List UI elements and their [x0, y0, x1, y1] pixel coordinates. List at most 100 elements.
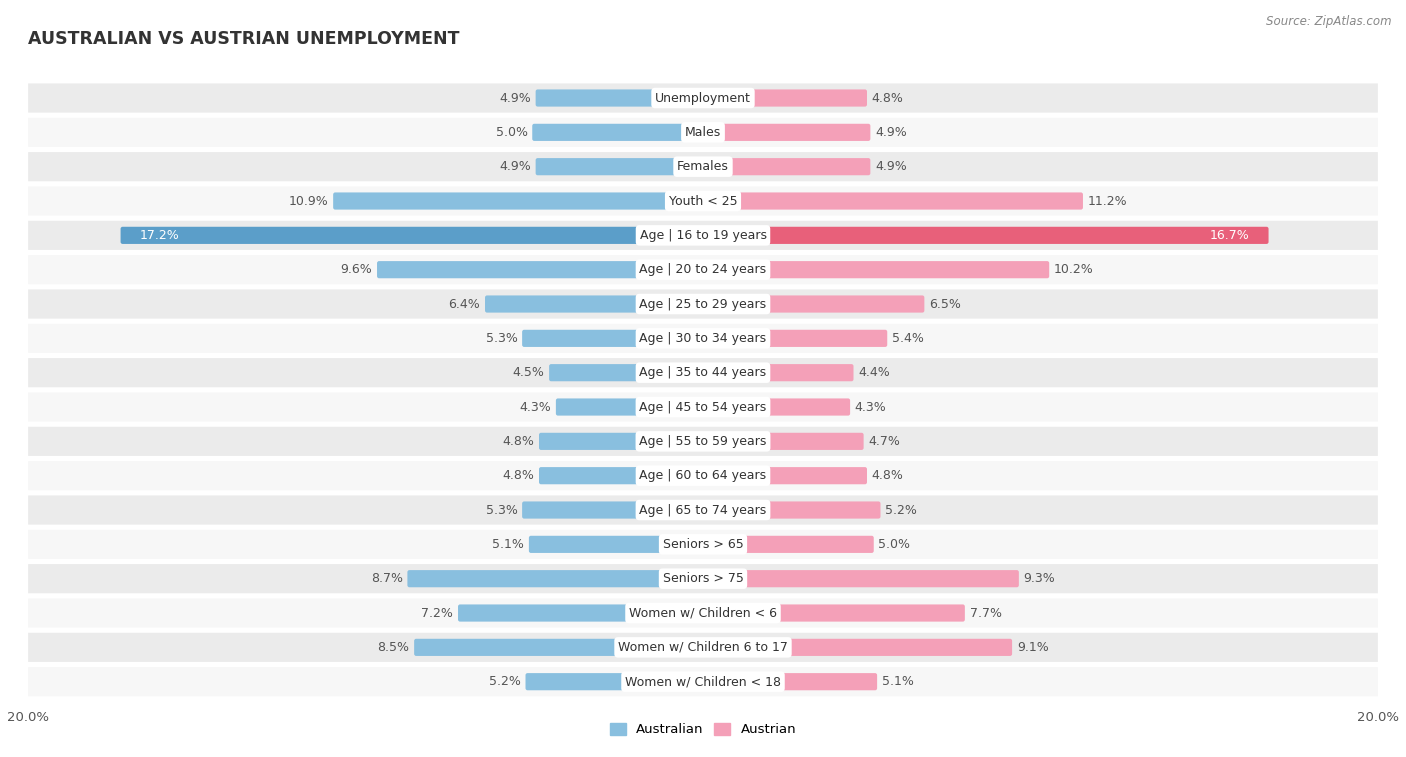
Text: Seniors > 75: Seniors > 75 [662, 572, 744, 585]
Text: Age | 65 to 74 years: Age | 65 to 74 years [640, 503, 766, 516]
Text: Age | 60 to 64 years: Age | 60 to 64 years [640, 469, 766, 482]
FancyBboxPatch shape [702, 398, 851, 416]
Text: 4.7%: 4.7% [869, 435, 900, 448]
Text: 7.7%: 7.7% [970, 606, 1001, 619]
FancyBboxPatch shape [702, 501, 880, 519]
FancyBboxPatch shape [702, 227, 1268, 244]
Text: 6.5%: 6.5% [929, 298, 960, 310]
FancyBboxPatch shape [28, 255, 1378, 285]
Text: 6.4%: 6.4% [449, 298, 481, 310]
FancyBboxPatch shape [702, 330, 887, 347]
Text: Seniors > 65: Seniors > 65 [662, 538, 744, 551]
Text: 5.2%: 5.2% [489, 675, 520, 688]
Text: 4.3%: 4.3% [855, 400, 887, 413]
FancyBboxPatch shape [702, 673, 877, 690]
FancyBboxPatch shape [28, 392, 1378, 422]
FancyBboxPatch shape [28, 186, 1378, 216]
FancyBboxPatch shape [702, 467, 868, 484]
FancyBboxPatch shape [28, 152, 1378, 181]
FancyBboxPatch shape [28, 83, 1378, 113]
Text: Age | 16 to 19 years: Age | 16 to 19 years [640, 229, 766, 241]
FancyBboxPatch shape [377, 261, 704, 279]
FancyBboxPatch shape [415, 639, 704, 656]
Text: 4.9%: 4.9% [875, 126, 907, 139]
FancyBboxPatch shape [555, 398, 704, 416]
Text: 4.8%: 4.8% [872, 92, 904, 104]
FancyBboxPatch shape [550, 364, 704, 382]
FancyBboxPatch shape [702, 295, 924, 313]
Text: 9.6%: 9.6% [340, 263, 373, 276]
Text: 5.1%: 5.1% [492, 538, 524, 551]
FancyBboxPatch shape [702, 570, 1019, 587]
Text: Age | 20 to 24 years: Age | 20 to 24 years [640, 263, 766, 276]
Text: Women w/ Children < 18: Women w/ Children < 18 [626, 675, 780, 688]
FancyBboxPatch shape [28, 564, 1378, 593]
Text: 10.9%: 10.9% [288, 195, 329, 207]
FancyBboxPatch shape [522, 501, 704, 519]
FancyBboxPatch shape [28, 118, 1378, 147]
Text: Age | 45 to 54 years: Age | 45 to 54 years [640, 400, 766, 413]
FancyBboxPatch shape [28, 358, 1378, 388]
FancyBboxPatch shape [28, 324, 1378, 353]
Text: 4.8%: 4.8% [502, 435, 534, 448]
Text: 5.1%: 5.1% [882, 675, 914, 688]
Text: Age | 25 to 29 years: Age | 25 to 29 years [640, 298, 766, 310]
Text: 4.9%: 4.9% [499, 92, 531, 104]
Text: 4.3%: 4.3% [519, 400, 551, 413]
FancyBboxPatch shape [28, 633, 1378, 662]
Text: 4.8%: 4.8% [872, 469, 904, 482]
Text: Youth < 25: Youth < 25 [669, 195, 737, 207]
Text: 17.2%: 17.2% [139, 229, 179, 241]
FancyBboxPatch shape [28, 221, 1378, 250]
FancyBboxPatch shape [702, 261, 1049, 279]
FancyBboxPatch shape [121, 227, 704, 244]
FancyBboxPatch shape [702, 158, 870, 176]
FancyBboxPatch shape [702, 123, 870, 141]
Text: 4.9%: 4.9% [499, 160, 531, 173]
FancyBboxPatch shape [408, 570, 704, 587]
FancyBboxPatch shape [28, 667, 1378, 696]
FancyBboxPatch shape [458, 604, 704, 621]
FancyBboxPatch shape [526, 673, 704, 690]
Text: 5.4%: 5.4% [891, 332, 924, 345]
FancyBboxPatch shape [538, 467, 704, 484]
Text: Unemployment: Unemployment [655, 92, 751, 104]
FancyBboxPatch shape [28, 427, 1378, 456]
Text: 4.4%: 4.4% [858, 366, 890, 379]
Text: Women w/ Children < 6: Women w/ Children < 6 [628, 606, 778, 619]
FancyBboxPatch shape [28, 495, 1378, 525]
Text: 4.5%: 4.5% [513, 366, 544, 379]
FancyBboxPatch shape [485, 295, 704, 313]
Text: 8.7%: 8.7% [371, 572, 402, 585]
Legend: Australian, Austrian: Australian, Austrian [605, 718, 801, 741]
Text: 11.2%: 11.2% [1088, 195, 1128, 207]
FancyBboxPatch shape [536, 89, 704, 107]
Text: 9.3%: 9.3% [1024, 572, 1056, 585]
FancyBboxPatch shape [28, 289, 1378, 319]
Text: 4.8%: 4.8% [502, 469, 534, 482]
Text: 5.3%: 5.3% [485, 332, 517, 345]
FancyBboxPatch shape [522, 330, 704, 347]
Text: 9.1%: 9.1% [1017, 641, 1049, 654]
Text: 5.3%: 5.3% [485, 503, 517, 516]
FancyBboxPatch shape [28, 599, 1378, 628]
Text: 4.9%: 4.9% [875, 160, 907, 173]
FancyBboxPatch shape [702, 604, 965, 621]
Text: 5.0%: 5.0% [879, 538, 911, 551]
FancyBboxPatch shape [702, 639, 1012, 656]
FancyBboxPatch shape [702, 536, 873, 553]
FancyBboxPatch shape [702, 89, 868, 107]
Text: 7.2%: 7.2% [422, 606, 453, 619]
FancyBboxPatch shape [538, 433, 704, 450]
Text: 16.7%: 16.7% [1211, 229, 1250, 241]
FancyBboxPatch shape [702, 192, 1083, 210]
FancyBboxPatch shape [333, 192, 704, 210]
FancyBboxPatch shape [28, 461, 1378, 491]
Text: Males: Males [685, 126, 721, 139]
Text: Source: ZipAtlas.com: Source: ZipAtlas.com [1267, 15, 1392, 28]
Text: 8.5%: 8.5% [377, 641, 409, 654]
Text: Women w/ Children 6 to 17: Women w/ Children 6 to 17 [619, 641, 787, 654]
Text: Females: Females [678, 160, 728, 173]
FancyBboxPatch shape [536, 158, 704, 176]
FancyBboxPatch shape [529, 536, 704, 553]
